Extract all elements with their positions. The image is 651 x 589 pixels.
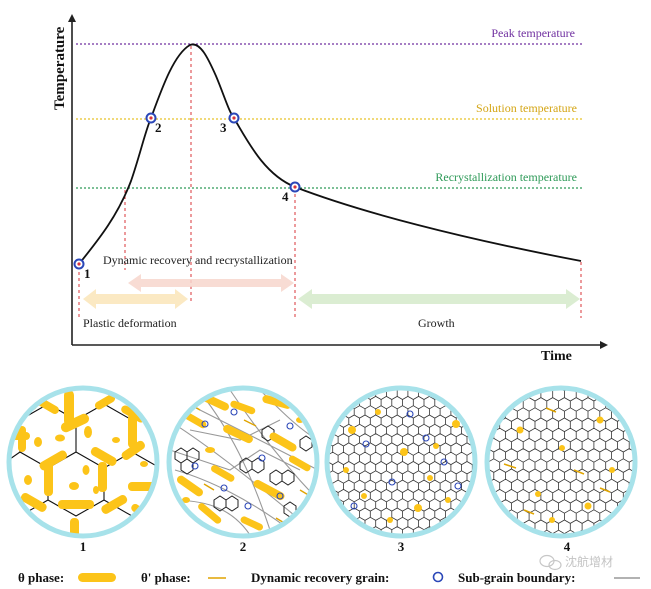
microstructure-label-2: 2	[240, 539, 247, 554]
point-marker-4	[289, 181, 301, 193]
point-label-1: 1	[84, 266, 91, 281]
microstructure-4	[484, 385, 638, 539]
microstructure-1	[6, 385, 160, 539]
recovery-recrystallization-label: Dynamic recovery and recrystallization	[103, 253, 293, 267]
peak-temperature-label: Peak temperature	[491, 26, 575, 40]
temperature-time-graph: Temperature Time Peak temperature Soluti…	[52, 14, 608, 364]
point-label-4: 4	[282, 189, 289, 204]
point-marker-1	[73, 258, 85, 270]
recrystallization-temperature-label: Recrystallization temperature	[435, 170, 577, 184]
legend-subgrain-label: Sub-grain boundary:	[458, 570, 575, 585]
recovery-grains	[191, 408, 294, 510]
x-axis-label: Time	[541, 349, 572, 364]
growth-label: Growth	[418, 316, 455, 330]
legend-recovery-grain-label: Dynamic recovery grain:	[251, 570, 389, 585]
legend-theta-swatch	[78, 573, 116, 582]
solution-temperature-label: Solution temperature	[476, 101, 577, 115]
recovery-recrystallization-arrow	[128, 274, 294, 292]
legend-recovery-grain-swatch	[432, 571, 444, 583]
point-marker-3	[228, 112, 240, 124]
microstructure-2	[166, 385, 320, 539]
watermark-text: 沈航增材	[565, 554, 613, 569]
microstructure-label-1: 1	[80, 539, 87, 554]
point-markers	[73, 112, 301, 270]
microstructure-3	[324, 385, 478, 539]
legend: θ phase: θ' phase: Dynamic recovery grai…	[18, 570, 640, 585]
watermark: 沈航增材	[539, 554, 613, 571]
temperature-curve	[78, 43, 582, 265]
legend-theta-prime-label: θ' phase:	[141, 570, 191, 585]
time-guide-lines	[78, 46, 582, 318]
growth-arrow	[298, 289, 580, 309]
wechat-icon	[539, 554, 562, 571]
microstructure-label-4: 4	[564, 539, 571, 554]
legend-theta-label: θ phase:	[18, 570, 64, 585]
microstructure-label-3: 3	[398, 539, 405, 554]
point-label-2: 2	[155, 120, 162, 135]
plastic-deformation-arrow	[83, 289, 188, 309]
plastic-deformation-label: Plastic deformation	[83, 316, 177, 330]
y-axis-label: Temperature	[52, 26, 68, 110]
point-marker-2	[145, 112, 157, 124]
point-label-3: 3	[220, 120, 227, 135]
